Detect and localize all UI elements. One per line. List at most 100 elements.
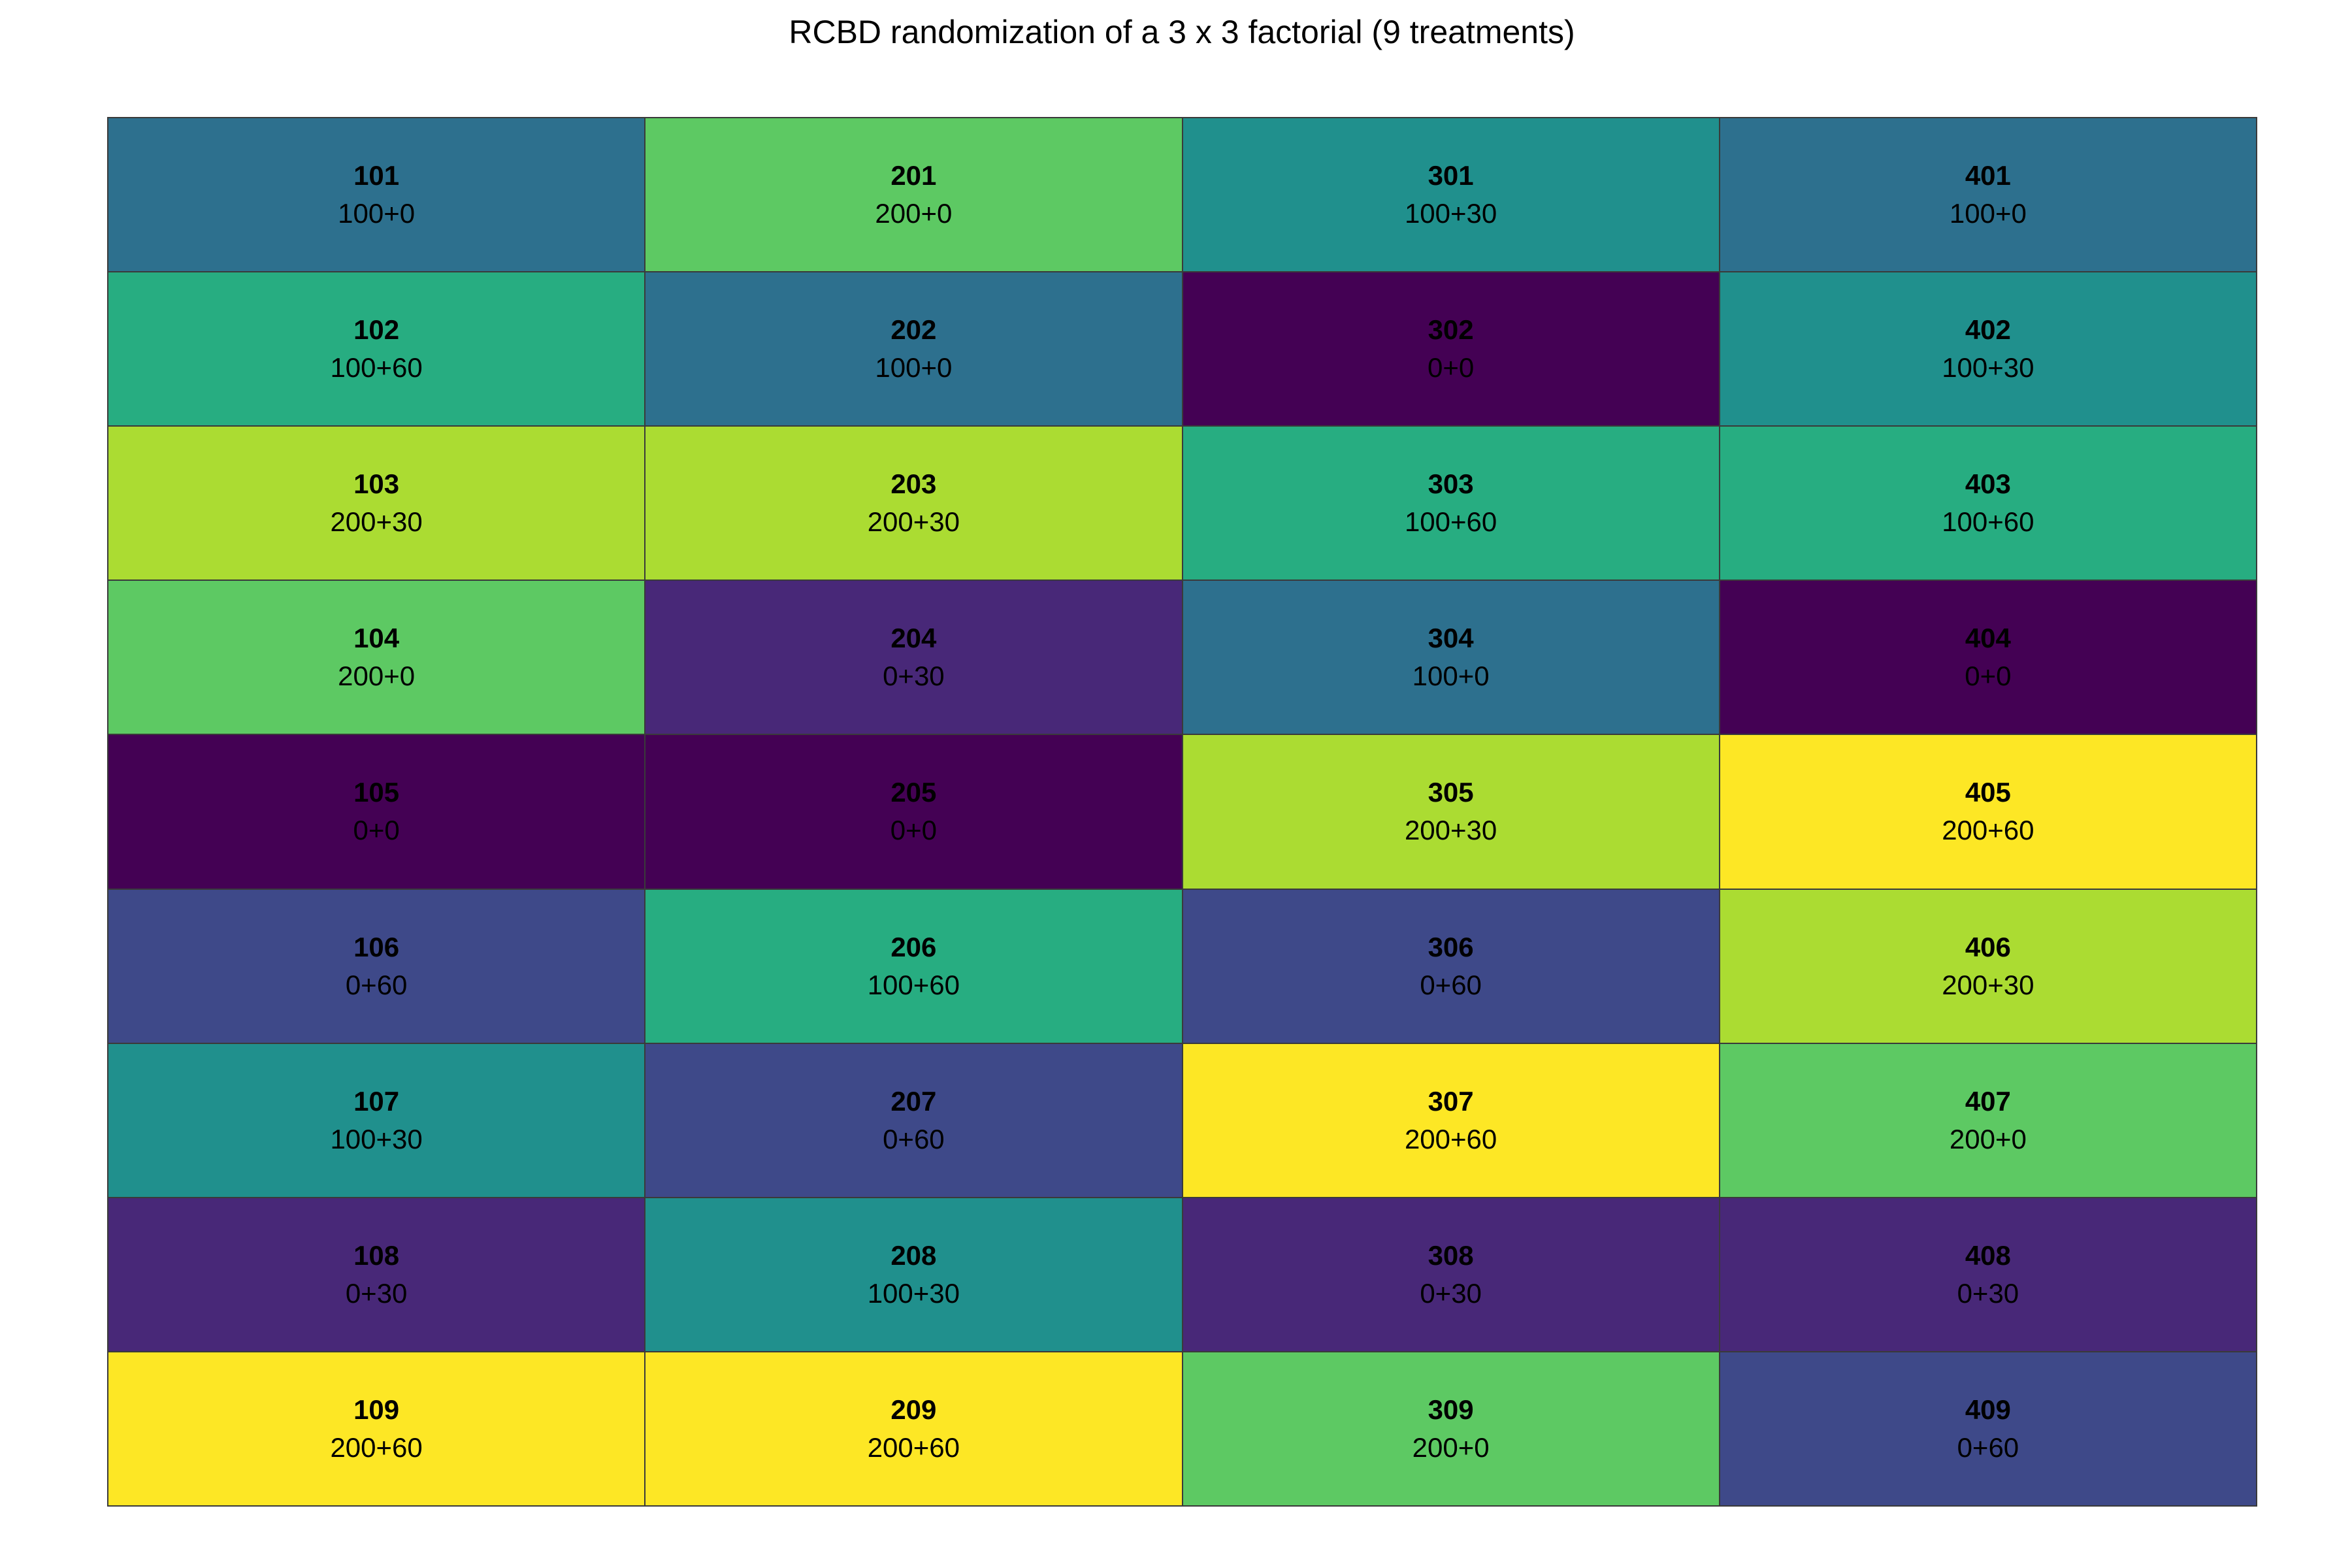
treatment-label: 0+30 xyxy=(1957,1277,2019,1309)
plot-number: 108 xyxy=(353,1239,400,1271)
plot-number: 203 xyxy=(890,468,937,500)
plot-cell: 207 0+60 xyxy=(645,1043,1183,1198)
treatment-label: 0+60 xyxy=(883,1123,945,1154)
treatment-label: 200+30 xyxy=(1404,815,1497,846)
plot-cell: 104 200+0 xyxy=(108,580,645,735)
treatment-label: 100+60 xyxy=(867,969,960,1000)
treatment-label: 200+30 xyxy=(1942,969,2034,1000)
plot-cell: 402 100+30 xyxy=(1719,272,2257,427)
plot-cell: 403 100+60 xyxy=(1719,426,2257,581)
plot-cell: 109 200+60 xyxy=(108,1351,645,1506)
treatment-label: 200+0 xyxy=(1949,1123,2027,1154)
plot-cell: 406 200+30 xyxy=(1719,889,2257,1043)
plot-cell: 101 100+0 xyxy=(108,118,645,272)
plot-cell: 206 100+60 xyxy=(645,889,1183,1043)
treatment-label: 100+60 xyxy=(1404,506,1497,538)
plot-cell: 407 200+0 xyxy=(1719,1043,2257,1198)
plot-cell: 306 0+60 xyxy=(1182,889,1720,1043)
treatment-label: 200+0 xyxy=(338,661,416,692)
figure-title: RCBD randomization of a 3 x 3 factorial … xyxy=(789,14,1575,50)
treatment-label: 0+30 xyxy=(883,661,945,692)
treatment-label: 0+0 xyxy=(890,815,937,846)
plot-cell: 408 0+30 xyxy=(1719,1197,2257,1352)
plot-cell: 201 200+0 xyxy=(645,118,1183,272)
treatment-label: 200+0 xyxy=(875,198,953,229)
treatment-label: 200+60 xyxy=(330,1431,423,1463)
plot-number: 109 xyxy=(353,1394,400,1425)
plot-number: 404 xyxy=(1965,623,2011,654)
plot-cell: 202 100+0 xyxy=(645,272,1183,427)
plot-number: 401 xyxy=(1965,160,2011,191)
treatment-label: 0+30 xyxy=(345,1277,408,1309)
plot-cell: 204 0+30 xyxy=(645,580,1183,735)
treatment-label: 0+0 xyxy=(353,815,400,846)
plot-cell: 301 100+30 xyxy=(1182,118,1720,272)
plot-cell: 308 0+30 xyxy=(1182,1197,1720,1352)
plot-cell: 209 200+60 xyxy=(645,1351,1183,1506)
treatment-label: 100+30 xyxy=(867,1277,960,1309)
plot-number: 407 xyxy=(1965,1085,2011,1117)
field-layout-grid: 101 100+0 201 200+0 301 100+30 401 100+0 102 100+… xyxy=(107,117,2257,1507)
plot-cell: 305 200+30 xyxy=(1182,734,1720,889)
treatment-label: 0+0 xyxy=(1965,661,2012,692)
plot-cell: 401 100+0 xyxy=(1719,118,2257,272)
treatment-label: 200+60 xyxy=(1942,815,2034,846)
plot-number: 305 xyxy=(1428,777,1474,808)
treatment-label: 200+0 xyxy=(1412,1431,1490,1463)
plot-cell: 307 200+60 xyxy=(1182,1043,1720,1198)
plot-cell: 302 0+0 xyxy=(1182,272,1720,427)
plot-cell: 405 200+60 xyxy=(1719,734,2257,889)
treatment-label: 200+60 xyxy=(1404,1123,1497,1154)
treatment-label: 100+30 xyxy=(1404,198,1497,229)
plot-number: 102 xyxy=(353,314,400,346)
plot-number: 309 xyxy=(1428,1394,1474,1425)
plot-number: 208 xyxy=(890,1239,937,1271)
plot-cell: 107 100+30 xyxy=(108,1043,645,1198)
plot-number: 103 xyxy=(353,468,400,500)
plot-cell: 102 100+60 xyxy=(108,272,645,427)
plot-cell: 103 200+30 xyxy=(108,426,645,581)
treatment-label: 0+30 xyxy=(1420,1277,1482,1309)
plot-cell: 404 0+0 xyxy=(1719,580,2257,735)
plot-number: 105 xyxy=(353,777,400,808)
treatment-label: 100+0 xyxy=(338,198,416,229)
plot-number: 206 xyxy=(890,931,937,962)
plot-number: 302 xyxy=(1428,314,1474,346)
plot-number: 207 xyxy=(890,1085,937,1117)
plot-number: 308 xyxy=(1428,1239,1474,1271)
plot-number: 301 xyxy=(1428,160,1474,191)
plot-cell: 108 0+30 xyxy=(108,1197,645,1352)
treatment-label: 200+60 xyxy=(867,1431,960,1463)
plot-number: 307 xyxy=(1428,1085,1474,1117)
plot-number: 204 xyxy=(890,623,937,654)
plot-cell: 106 0+60 xyxy=(108,889,645,1043)
plot-number: 405 xyxy=(1965,777,2011,808)
plot-number: 201 xyxy=(890,160,937,191)
plot-cell: 303 100+60 xyxy=(1182,426,1720,581)
plot-number: 106 xyxy=(353,931,400,962)
plot-number: 209 xyxy=(890,1394,937,1425)
plot-number: 205 xyxy=(890,777,937,808)
plot-number: 104 xyxy=(353,623,400,654)
plot-cell: 409 0+60 xyxy=(1719,1351,2257,1506)
plot-cell: 309 200+0 xyxy=(1182,1351,1720,1506)
plot-number: 402 xyxy=(1965,314,2011,346)
treatment-label: 100+60 xyxy=(1942,506,2034,538)
treatment-label: 0+0 xyxy=(1428,352,1475,384)
plot-cell: 304 100+0 xyxy=(1182,580,1720,735)
plot-number: 303 xyxy=(1428,468,1474,500)
treatment-label: 100+60 xyxy=(330,352,423,384)
treatment-label: 0+60 xyxy=(1957,1431,2019,1463)
plot-number: 409 xyxy=(1965,1394,2011,1425)
plot-number: 306 xyxy=(1428,931,1474,962)
treatment-label: 0+60 xyxy=(345,969,408,1000)
treatment-label: 100+30 xyxy=(1942,352,2034,384)
plot-cell: 205 0+0 xyxy=(645,734,1183,889)
plot-cell: 208 100+30 xyxy=(645,1197,1183,1352)
plot-number: 304 xyxy=(1428,623,1474,654)
plot-number: 406 xyxy=(1965,931,2011,962)
plot-number: 101 xyxy=(353,160,400,191)
treatment-label: 100+0 xyxy=(1949,198,2027,229)
treatment-label: 200+30 xyxy=(867,506,960,538)
treatment-label: 100+0 xyxy=(1412,661,1490,692)
